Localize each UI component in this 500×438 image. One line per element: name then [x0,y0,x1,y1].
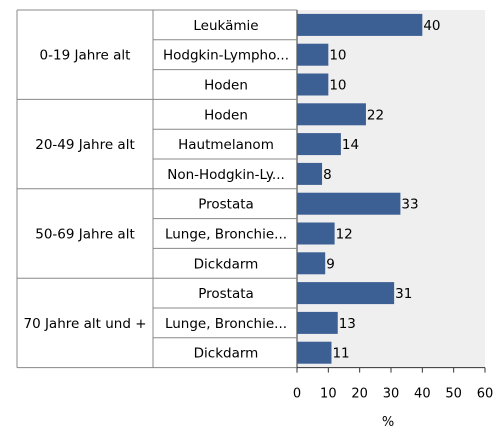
category-label: Prostata [198,197,254,213]
data-label: 14 [342,137,359,153]
x-tick-label: 30 [383,387,400,402]
label-table [16,9,298,369]
data-label: 40 [423,18,440,34]
group-label: 20-49 Jahre alt [35,137,135,153]
plot-background [297,10,485,368]
data-label: 11 [332,346,349,362]
group-label: 0-19 Jahre alt [40,48,131,64]
x-tick-label: 10 [320,387,337,402]
bar [297,252,326,275]
data-label: 8 [323,167,332,183]
bar [297,73,329,96]
x-tick-label: 40 [414,387,431,402]
x-tick-label: 50 [445,387,462,402]
x-axis-label: % [382,415,394,430]
bar [297,103,366,126]
bar [297,222,335,245]
bar [297,311,338,334]
bar [297,341,332,364]
data-label: 12 [336,227,353,243]
bars: 40 10 10 22 14 8 33 129 31 13 11 [297,13,441,364]
x-tick-label: 20 [351,387,368,402]
category-label: Dickdarm [194,346,259,362]
category-label: Dickdarm [194,256,259,272]
category-label: Prostata [198,286,254,302]
bar [297,133,341,156]
bar [297,43,329,66]
data-label: 22 [367,107,384,123]
category-labels: 0-19 Jahre alt Leukämie Hodgkin-Lympho... H… [23,18,289,362]
data-label: 13 [339,316,356,332]
data-label: 9 [326,256,335,272]
data-label: 33 [401,197,418,213]
x-tick-label: 0 [293,387,301,402]
bar [297,162,323,185]
category-label: Hoden [204,107,248,123]
bar [297,282,395,305]
category-label: Non-Hodgkin-Ly... [167,167,285,183]
category-label: Hautmelanom [178,137,274,153]
data-label: 31 [395,286,412,302]
group-label: 50-69 Jahre alt [35,227,135,243]
category-label: Hodgkin-Lympho... [163,48,289,64]
bar [297,13,423,36]
category-label: Lunge, Bronchie... [165,316,287,332]
group-label: 70 Jahre alt und + [23,316,146,332]
category-label: Leukämie [193,18,258,34]
x-tick-label: 60 [477,387,494,402]
category-label: Hoden [204,78,248,94]
x-axis: 0 10 20 30 40 50 60 [293,367,494,402]
data-label: 10 [329,48,346,64]
data-label: 10 [329,78,346,94]
category-label: Lunge, Bronchie... [165,227,287,243]
bar [297,192,401,215]
